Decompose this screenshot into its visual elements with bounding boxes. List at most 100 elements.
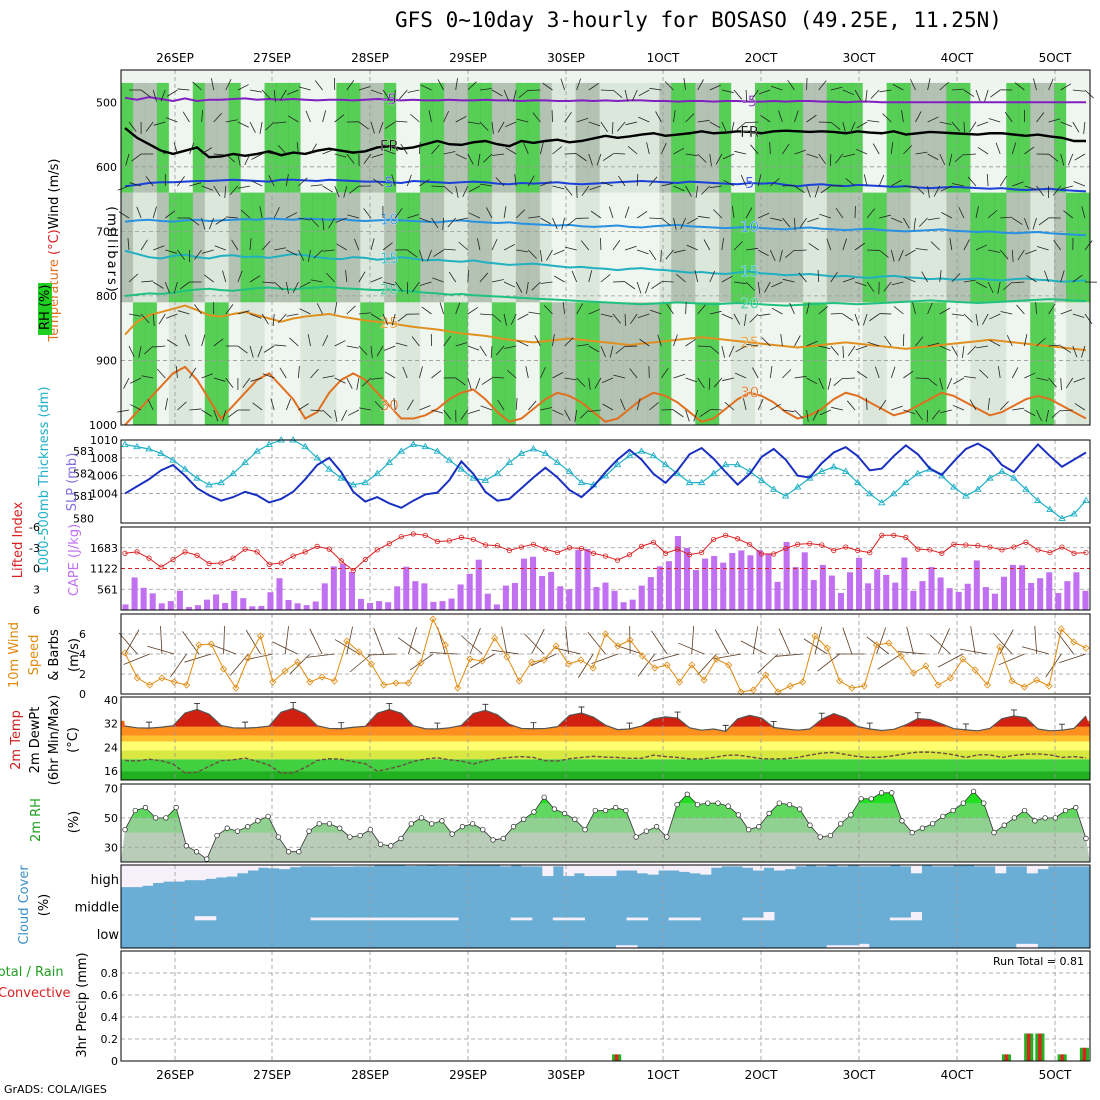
surface-wind-barb [959,648,988,655]
wind-barb [933,185,941,197]
cape-bar [185,607,192,610]
rh-shade-cell [982,192,995,303]
wind-barb [237,84,249,91]
cape-bar [557,586,564,610]
cloud-clear-cell [142,865,154,886]
wind-barb [358,86,371,91]
wind-barb [708,377,711,391]
wind-speed-point [971,666,979,674]
wind-barb [870,89,880,99]
wind-barb [939,153,946,166]
rh-shade-cell [719,192,732,303]
lifted-index-point [266,561,272,567]
wind-barb [554,275,565,283]
cloud-clear-cell [668,917,680,921]
wind-barb [249,275,261,283]
wind-barb [951,313,964,316]
surface-wind-barb [124,629,140,655]
rh-shade-cell [467,82,481,193]
rh-shade-cell [216,302,230,425]
wind-barb [576,153,587,162]
thickness-point [938,472,946,479]
wind-barb [298,403,309,411]
rh-shade-cell [898,192,912,303]
cloud-clear-cell [436,917,449,921]
wind-barb [213,112,223,123]
wind-barb [939,307,951,315]
wind-barb [123,377,130,389]
rh2m-point [572,816,578,822]
rh-shade-cell [228,192,242,303]
cape-bar [303,605,310,610]
rh-shade-cell [922,302,935,425]
wind-barb [612,313,621,324]
rh-shade-cell [300,82,313,193]
wind-barb [201,147,212,155]
surface-wind-barb [866,636,890,655]
wind-barb [371,153,384,158]
rh-shade-cell [467,302,481,425]
wind-barb [1033,78,1037,91]
cape-bar [158,603,165,610]
rh-shade-cell [503,192,517,303]
thickness-point [337,474,346,481]
cloud-clear-cell [236,865,248,874]
cape-bar [330,566,337,610]
wind-barb [528,311,541,315]
cape-bar [801,552,808,610]
wind-barb [699,409,711,418]
wind-barb [697,304,706,315]
cape-bar [339,563,346,610]
cloud-clear-cell [752,865,764,871]
wind-barb [1024,372,1036,379]
wind-barb [165,249,177,254]
wind-barb [952,183,964,187]
temp-max-tick [338,722,345,729]
temp-max-tick [482,703,489,711]
wind-barb [153,121,166,126]
wind-barb [298,249,305,261]
lifted-index-tick: 6 [33,604,40,617]
wind-barb [673,110,676,123]
lifted-index-point [1071,550,1077,556]
wind-barb [495,177,505,187]
wind-barb [286,212,298,219]
wind-barb [382,89,390,101]
cape-bar [955,591,962,610]
lifted-index-point [1083,549,1089,556]
rh-shade-cell [970,82,983,193]
wind-barb [680,217,686,230]
wind-barb [745,89,748,103]
rh-shade-cell [910,82,924,193]
rh-shade-cell [1078,302,1091,425]
cape-bar [194,605,202,610]
wind-barb [292,281,299,293]
wind-barb [588,308,601,315]
wind-barb [194,249,202,260]
wind-barb [326,272,335,283]
rh-shade-cell [408,192,421,303]
rh-shade-cell [934,82,947,193]
thickness-point [998,467,1006,474]
wind-barb [310,368,319,379]
wind-barb [131,153,142,162]
wind-barb [771,281,783,288]
wind-barb [602,403,614,411]
wind-barb [890,366,896,379]
cape-bar [982,587,989,610]
rh2m-point [193,849,200,855]
cape-bar [258,605,265,610]
surface-wind-barb [691,626,695,655]
wind-barb [949,238,953,251]
wind-barb [1036,377,1049,381]
cloud-clear-cell [552,917,564,921]
rh-shade-cell [1066,192,1079,303]
rh-shade-cell [599,192,612,303]
wind-barb [437,79,444,91]
lifted-index-point [362,556,368,563]
cloud-clear-cell [384,917,396,921]
temp-max-tick [1058,723,1065,731]
wind-speed-point [281,667,289,675]
wind-barb [1074,153,1086,161]
wind-barb [979,369,989,379]
